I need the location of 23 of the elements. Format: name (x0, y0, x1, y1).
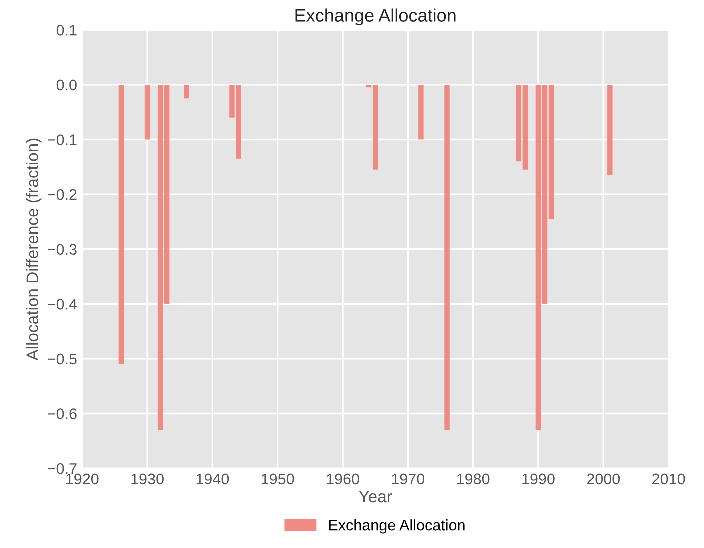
y-tick-label: −0.3 (48, 244, 77, 256)
x-tick-label: 1950 (262, 474, 294, 485)
x-tick-label: 1980 (457, 474, 490, 485)
x-axis-title: Year (359, 491, 392, 503)
x-tick-label: 1970 (392, 474, 425, 485)
x-tick-label: 2010 (652, 474, 686, 485)
y-tick-label: −0.5 (48, 354, 77, 365)
y-tick-label: −0.1 (48, 134, 77, 146)
x-tick-label: 1930 (132, 474, 164, 485)
y-tick-label: 0.1 (56, 25, 77, 36)
y-axis-title: Allocation Difference (fraction) (26, 138, 42, 361)
x-tick-label: 1940 (196, 474, 230, 485)
y-tick-label: −0.2 (48, 189, 77, 200)
y-tick-label: −0.7 (48, 463, 77, 474)
x-tick-label: 1990 (522, 474, 555, 485)
x-tick-label: 1920 (66, 474, 99, 485)
legend-label: Exchange Allocation (329, 520, 465, 534)
y-tick-label: −0.4 (48, 299, 78, 310)
x-tick-label: 1960 (327, 474, 360, 485)
y-tick-label: −0.6 (48, 408, 77, 420)
chart-title: Exchange Allocation (296, 8, 456, 26)
x-tick-label: 2000 (587, 474, 620, 485)
y-tick-label: 0.0 (56, 80, 77, 91)
